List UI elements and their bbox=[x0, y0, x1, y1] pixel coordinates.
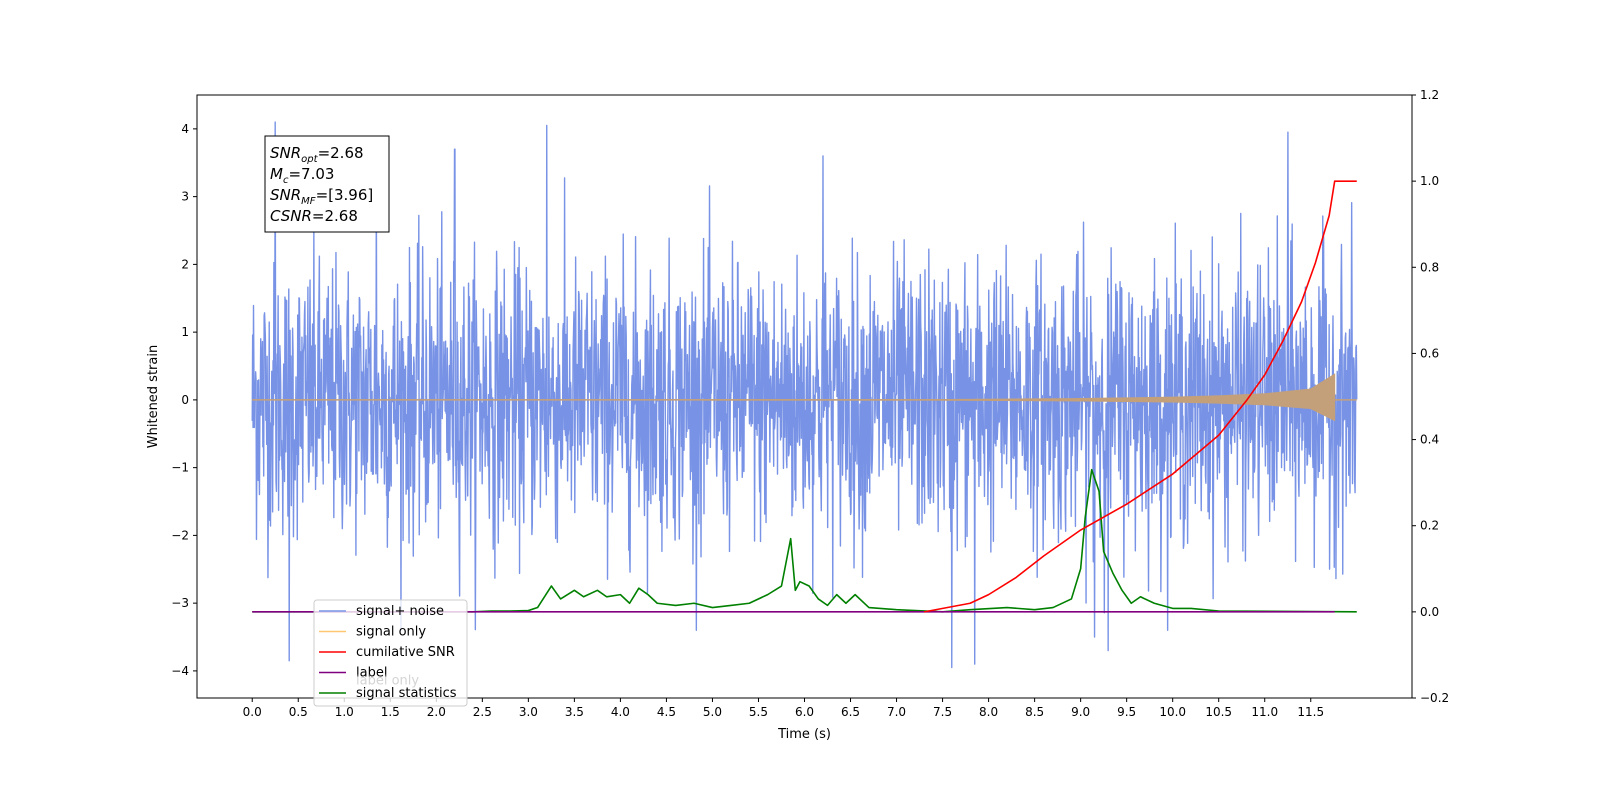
x-tick-label: 2.5 bbox=[473, 705, 492, 719]
y-left-tick-label: −4 bbox=[171, 664, 189, 678]
x-tick-label: 0.0 bbox=[243, 705, 262, 719]
x-tick-label: 0.5 bbox=[289, 705, 308, 719]
annotation-line: SNRMF=[3.96] bbox=[270, 186, 373, 207]
x-tick-label: 2.0 bbox=[427, 705, 446, 719]
x-tick-label: 5.5 bbox=[749, 705, 768, 719]
plot-area bbox=[251, 121, 1358, 669]
annotation-box bbox=[264, 135, 390, 233]
y-left-tick-label: 1 bbox=[181, 325, 189, 339]
y-axis-left: −4 −3 −2 −1 0 1 2 3 4 bbox=[171, 122, 197, 678]
x-tick-label: 9.5 bbox=[1117, 705, 1136, 719]
x-tick-label: 6.0 bbox=[795, 705, 814, 719]
y-left-tick-label: 2 bbox=[181, 257, 189, 271]
legend-label: signal+ noise bbox=[356, 604, 444, 619]
x-tick-label: 3.5 bbox=[565, 705, 584, 719]
x-tick-label: 11.0 bbox=[1251, 705, 1278, 719]
y-left-tick-label: −3 bbox=[171, 596, 189, 610]
y-right-tick-label: 1.0 bbox=[1420, 174, 1439, 188]
y-left-tick-label: −1 bbox=[171, 461, 189, 475]
y-axis-right: −0.2 0.0 0.2 0.4 0.6 0.8 1.0 1.2 bbox=[1412, 88, 1449, 705]
y-axis-label: Whitened strain bbox=[146, 345, 161, 448]
legend-label: signal only bbox=[356, 625, 426, 640]
x-tick-label: 5.0 bbox=[703, 705, 722, 719]
x-tick-label: 10.5 bbox=[1205, 705, 1232, 719]
x-tick-label: 4.0 bbox=[611, 705, 630, 719]
x-tick-label: 7.5 bbox=[933, 705, 952, 719]
annotation-line: Mc=7.03 bbox=[270, 165, 334, 186]
x-tick-label: 8.5 bbox=[1025, 705, 1044, 719]
legend-label: cumilative SNR bbox=[356, 645, 455, 660]
legend: signal+ noise signal only cumilative SNR la… bbox=[313, 599, 468, 707]
y-left-tick-label: 3 bbox=[181, 190, 189, 204]
x-tick-label: 6.5 bbox=[841, 705, 860, 719]
x-tick-label: 4.5 bbox=[657, 705, 676, 719]
x-tick-label: 1.5 bbox=[381, 705, 400, 719]
annotation-line: CSNR=2.68 bbox=[270, 207, 358, 225]
y-right-tick-label: −0.2 bbox=[1420, 691, 1449, 705]
x-tick-label: 8.0 bbox=[979, 705, 998, 719]
y-right-tick-label: 1.2 bbox=[1420, 88, 1439, 102]
y-left-tick-label: 4 bbox=[181, 122, 189, 136]
x-tick-label: 10.0 bbox=[1159, 705, 1186, 719]
y-left-tick-label: 0 bbox=[181, 393, 189, 407]
series-line-signal-statistics bbox=[252, 468, 1357, 613]
legend-box bbox=[313, 599, 468, 707]
series-line-signal-noise bbox=[251, 121, 1358, 669]
x-tick-label: 9.0 bbox=[1071, 705, 1090, 719]
legend-label: label bbox=[356, 666, 387, 681]
legend-label: signal statistics bbox=[356, 686, 457, 701]
x-tick-label: 7.0 bbox=[887, 705, 906, 719]
x-tick-label: 3.0 bbox=[519, 705, 538, 719]
x-tick-label: 1.0 bbox=[335, 705, 354, 719]
legend-label-label-only: label only bbox=[356, 674, 419, 689]
series-line-cumulative-snr bbox=[924, 180, 1357, 613]
y-right-tick-label: 0.2 bbox=[1420, 519, 1439, 533]
annotation-line: SNRopt=2.68 bbox=[270, 144, 364, 165]
y-right-tick-label: 0.6 bbox=[1420, 346, 1439, 360]
y-right-tick-label: 0.8 bbox=[1420, 260, 1439, 274]
y-right-tick-label: 0.0 bbox=[1420, 605, 1439, 619]
x-axis: 0.0 0.5 1.0 1.5 2.0 2.5 3.0 3.5 4.0 4.5 5.0 5.5 6.0 6… bbox=[243, 698, 1324, 719]
x-axis-label: Time (s) bbox=[777, 727, 831, 742]
y-right-tick-label: 0.4 bbox=[1420, 433, 1439, 447]
x-tick-label: 11.5 bbox=[1297, 705, 1324, 719]
y-left-tick-label: −2 bbox=[171, 528, 189, 542]
